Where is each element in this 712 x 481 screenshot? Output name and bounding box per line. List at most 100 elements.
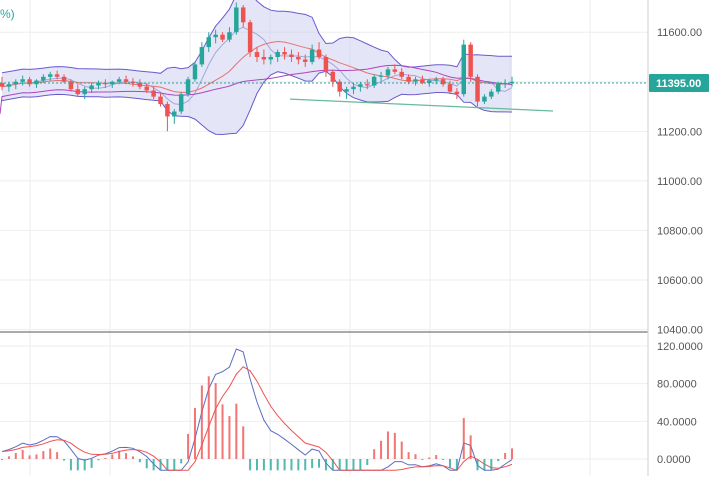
macd-histogram-bar: [386, 431, 389, 459]
candle-body: [89, 85, 94, 90]
candle-body: [427, 80, 432, 83]
macd-histogram-bar: [476, 459, 479, 471]
candle-body: [158, 96, 163, 105]
candle-body: [144, 86, 149, 91]
candle-body: [199, 47, 205, 65]
candle-body: [220, 34, 225, 40]
macd-histogram-bar: [311, 459, 314, 469]
macd-histogram-bar: [435, 455, 438, 459]
candle-body: [495, 84, 501, 92]
macd-histogram-bar: [414, 454, 417, 459]
candle-body: [392, 69, 398, 72]
macd-histogram-bar: [7, 456, 10, 459]
macd-histogram-bar: [35, 454, 38, 459]
candle-body: [261, 56, 267, 60]
candle-body: [61, 76, 67, 82]
macd-histogram-bar: [249, 459, 252, 471]
macd-panel: [1, 348, 513, 471]
macd-histogram-bar: [297, 459, 300, 471]
candle-body: [330, 71, 336, 82]
candle-body: [489, 91, 494, 97]
macd-histogram-bar: [138, 459, 141, 463]
macd-histogram-bar: [166, 459, 169, 471]
candle-body: [227, 32, 232, 40]
candle-body: [34, 80, 39, 85]
candle-body: [337, 81, 342, 92]
macd-line: [1, 348, 513, 471]
price-tick-label: 11600.00: [657, 27, 702, 39]
macd-histogram-bar: [76, 459, 79, 471]
bollinger-bands: [1, 0, 513, 136]
price-tick-label: 10800.00: [657, 225, 703, 237]
macd-histogram-bar: [324, 459, 327, 471]
candle-body: [96, 83, 101, 86]
macd-histogram-bar: [28, 455, 31, 459]
macd-histogram-bar: [228, 416, 231, 459]
macd-histogram-bar: [469, 435, 472, 459]
macd-histogram-bar: [497, 459, 500, 462]
macd-histogram-bar: [511, 448, 513, 459]
macd-histogram-bar: [69, 459, 72, 471]
macd-histogram-bar: [173, 459, 176, 471]
macd-histogram-bar: [193, 408, 196, 459]
candle-body: [234, 7, 239, 33]
macd-histogram-bar: [331, 459, 334, 471]
candle-body: [75, 89, 81, 95]
macd-histogram-bar: [111, 454, 114, 459]
candle-body: [454, 91, 460, 95]
macd-histogram-bar: [42, 451, 45, 459]
price-tick-label: 10400.00: [657, 325, 703, 337]
candle-body: [406, 76, 411, 82]
macd-histogram-bar: [359, 459, 362, 471]
macd-histogram-bar: [97, 459, 100, 461]
candlesticks[interactable]: [0, 2, 515, 132]
candle-body: [309, 49, 315, 62]
macd-histogram-bar: [428, 457, 431, 459]
candle-body: [351, 86, 356, 90]
candle-body: [172, 111, 177, 117]
candle-body: [399, 71, 404, 77]
candle-body: [502, 83, 508, 85]
macd-histogram-bar: [187, 433, 190, 459]
last-price-label: 11395.00: [656, 78, 701, 90]
candle-body: [27, 79, 32, 85]
macd-histogram-bar: [180, 459, 183, 464]
candle-body: [433, 79, 439, 81]
price-tick-label: 11000.00: [657, 176, 702, 188]
macd-tick-label: 40.0000: [657, 416, 697, 428]
macd-histogram-bar: [63, 459, 66, 461]
candle-body: [371, 76, 377, 86]
candle-body: [378, 75, 384, 77]
last-price-tag: [649, 74, 709, 92]
candle-body: [0, 83, 5, 87]
candle-body: [48, 74, 53, 77]
macd-histogram-bar: [407, 452, 410, 459]
macd-tick-label: 80.0000: [657, 379, 697, 391]
price-tick-label: 10600.00: [657, 275, 703, 287]
macd-histogram-bar: [1, 459, 3, 460]
macd-histogram-bar: [104, 457, 107, 459]
candle-body: [365, 84, 370, 86]
candle-body: [185, 79, 191, 95]
macd-histogram-bar: [345, 459, 348, 471]
bollinger-upper: [1, 0, 513, 74]
macd-histogram-bar: [366, 459, 369, 466]
macd-histogram-bar: [200, 385, 203, 459]
candle-body: [13, 81, 19, 85]
macd-histogram-bar: [462, 418, 465, 459]
candle-body: [206, 37, 211, 48]
macd-histogram-bar: [131, 456, 134, 459]
macd-histogram-bar: [269, 459, 272, 471]
candle-body: [282, 52, 287, 55]
candle-body: [413, 79, 418, 82]
candle-body: [323, 56, 329, 72]
candle-body: [468, 44, 473, 77]
macd-histogram-bar: [152, 459, 155, 471]
macd-histogram-bar: [290, 459, 293, 471]
macd-histogram-bar: [318, 459, 321, 468]
candle-body: [268, 56, 274, 60]
macd-histogram-bar: [421, 458, 424, 460]
candle-body: [482, 96, 487, 102]
